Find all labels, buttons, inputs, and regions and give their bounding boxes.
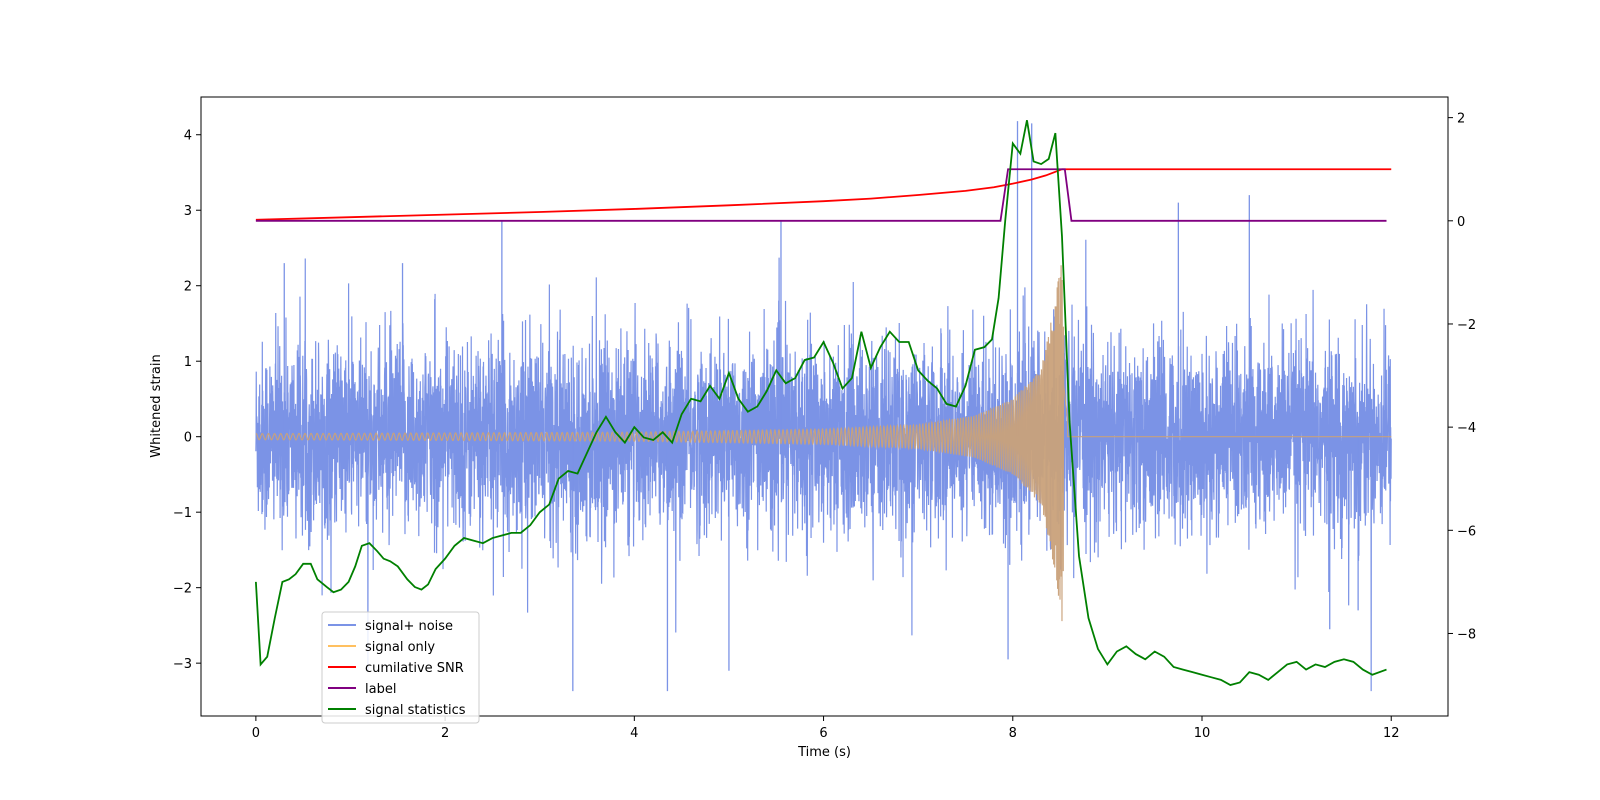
- y-tick-label: −3: [173, 657, 192, 672]
- x-tick-label: 12: [1383, 726, 1400, 741]
- y-tick-label: 2: [184, 280, 192, 295]
- y-axis-left: −3 −2 −1 0 1 2 3 4: [173, 129, 201, 672]
- legend-item-label: signal+ noise: [365, 619, 453, 634]
- legend-item-label: signal only: [365, 640, 435, 655]
- legend-box: [321, 611, 480, 724]
- y2-tick-label: −6: [1457, 524, 1476, 539]
- y-tick-label: 4: [184, 129, 192, 144]
- x-axis-label: Time (s): [797, 745, 851, 760]
- y-tick-label: 3: [184, 204, 192, 219]
- y-tick-label: −1: [173, 506, 192, 521]
- y2-tick-label: 0: [1457, 215, 1465, 230]
- series-cumilative-snr-line: [255, 168, 1392, 221]
- series-label-line: [255, 168, 1387, 222]
- series-signal-noise-line: [255, 239, 1392, 692]
- x-tick-label: 2: [441, 726, 449, 741]
- legend-item-label: signal statistics: [365, 703, 466, 718]
- series-signal-statistics-line: [254, 120, 1387, 687]
- x-tick-label: 4: [630, 726, 638, 741]
- x-tick-label: 6: [819, 726, 827, 741]
- x-axis: 0 2 4 6 8 10 12: [252, 716, 1400, 741]
- y2-tick-label: −4: [1457, 421, 1476, 436]
- y-tick-label: 0: [184, 431, 192, 446]
- y-axis-label: Whitened strain: [149, 354, 164, 457]
- x-tick-label: 8: [1009, 726, 1017, 741]
- legend: signal+ noise signal only cumilative SNR la…: [321, 611, 480, 724]
- y-axis-right: −8 −6 −4 −2 0 2: [1448, 112, 1476, 642]
- series-signal-only-line: [255, 265, 1392, 622]
- legend-item-label: cumilative SNR: [365, 661, 464, 676]
- y-tick-label: 1: [184, 355, 192, 370]
- y2-tick-label: −8: [1457, 627, 1476, 642]
- axes-frame: [200, 96, 1449, 717]
- legend-item-label: label: [365, 682, 396, 697]
- x-tick-label: 0: [252, 726, 260, 741]
- x-tick-label: 10: [1194, 726, 1211, 741]
- y-tick-label: −2: [173, 582, 192, 597]
- y2-tick-label: 2: [1457, 112, 1465, 127]
- plot-area: [254, 120, 1392, 692]
- y2-tick-label: −2: [1457, 318, 1476, 333]
